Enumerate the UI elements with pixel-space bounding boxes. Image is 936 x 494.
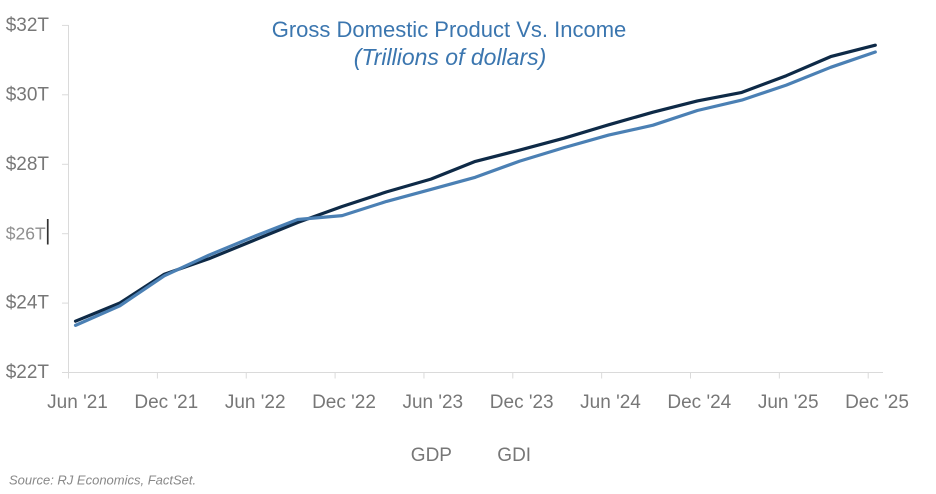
svg-text:$26T: $26T (6, 223, 46, 243)
svg-text:Jun '21: Jun '21 (47, 392, 108, 413)
svg-text:Dec '23: Dec '23 (490, 392, 554, 413)
svg-text:Gross Domestic Product Vs. Inc: Gross Domestic Product Vs. Income (272, 17, 627, 42)
svg-text:(Trillions of dollars): (Trillions of dollars) (354, 44, 547, 70)
svg-text:Dec '25: Dec '25 (845, 392, 909, 413)
svg-text:Jun '22: Jun '22 (225, 392, 286, 413)
svg-text:$30T: $30T (6, 84, 50, 105)
svg-text:Dec '22: Dec '22 (312, 392, 376, 413)
svg-text:Source: RJ Economics, FactSet.: Source: RJ Economics, FactSet. (9, 473, 196, 488)
svg-text:GDP: GDP (411, 445, 452, 466)
svg-text:$24T: $24T (6, 293, 50, 314)
svg-text:Jun '23: Jun '23 (402, 392, 463, 413)
svg-text:GDI: GDI (497, 445, 531, 466)
svg-text:Dec '21: Dec '21 (134, 392, 198, 413)
svg-text:$32T: $32T (6, 15, 50, 36)
svg-text:Jun '24: Jun '24 (580, 392, 641, 413)
svg-text:Jun '25: Jun '25 (758, 392, 819, 413)
svg-text:Dec '24: Dec '24 (667, 392, 731, 413)
svg-text:$22T: $22T (6, 362, 50, 383)
svg-text:$28T: $28T (6, 154, 50, 175)
